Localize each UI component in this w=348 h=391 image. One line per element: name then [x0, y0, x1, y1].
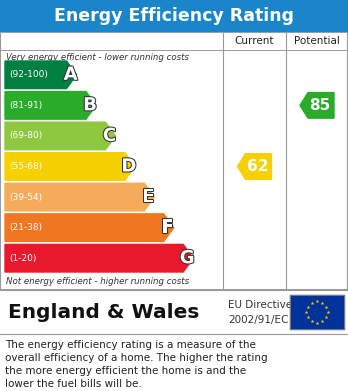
Text: C: C: [103, 127, 116, 145]
Text: E: E: [142, 188, 155, 206]
Bar: [0, 32, 348, 50]
Text: The energy efficiency rating is a measure of the: The energy efficiency rating is a measur…: [5, 340, 256, 350]
Polygon shape: [5, 91, 96, 119]
Text: 2002/91/EC: 2002/91/EC: [228, 315, 288, 325]
Text: lower the fuel bills will be.: lower the fuel bills will be.: [5, 379, 142, 389]
Polygon shape: [5, 122, 116, 150]
Text: (92-100): (92-100): [9, 70, 48, 79]
Text: (21-38): (21-38): [9, 223, 42, 232]
Polygon shape: [5, 61, 77, 89]
Bar: [0, 0, 348, 32]
Text: EU Directive: EU Directive: [228, 300, 292, 310]
Text: 62: 62: [247, 159, 268, 174]
Text: (55-68): (55-68): [9, 162, 42, 171]
Bar: [290, 295, 344, 329]
Text: the more energy efficient the home is and the: the more energy efficient the home is an…: [5, 366, 246, 376]
Polygon shape: [5, 214, 174, 241]
Text: Not energy efficient - higher running costs: Not energy efficient - higher running co…: [6, 278, 189, 287]
Polygon shape: [300, 93, 334, 118]
Bar: [290, 295, 344, 329]
Text: A: A: [64, 66, 78, 84]
Text: Energy Efficiency Rating: Energy Efficiency Rating: [54, 7, 294, 25]
Text: England & Wales: England & Wales: [8, 303, 199, 321]
Text: (39-54): (39-54): [9, 193, 42, 202]
Text: (81-91): (81-91): [9, 101, 42, 110]
Text: G: G: [180, 249, 195, 267]
Text: overall efficiency of a home. The higher the rating: overall efficiency of a home. The higher…: [5, 353, 268, 363]
Polygon shape: [5, 153, 135, 180]
Text: F: F: [161, 219, 174, 237]
Bar: [0, 32, 348, 289]
Polygon shape: [5, 183, 154, 211]
Text: Current: Current: [235, 36, 274, 46]
Text: 85: 85: [309, 98, 331, 113]
Text: D: D: [121, 158, 136, 176]
Text: B: B: [83, 96, 97, 114]
Polygon shape: [5, 244, 193, 272]
Text: Potential: Potential: [294, 36, 340, 46]
Text: (1-20): (1-20): [9, 254, 37, 263]
Polygon shape: [237, 154, 271, 179]
Text: Very energy efficient - lower running costs: Very energy efficient - lower running co…: [6, 52, 189, 61]
Bar: [0, 290, 348, 334]
Text: (69-80): (69-80): [9, 131, 42, 140]
